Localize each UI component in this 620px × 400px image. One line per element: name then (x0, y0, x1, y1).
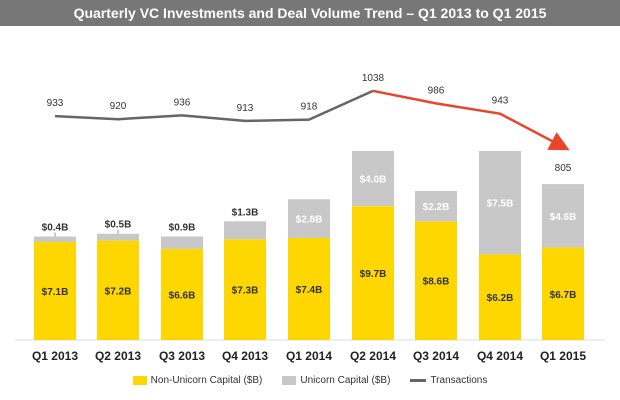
bar-label-unicorn-4: $2.8B (296, 215, 323, 226)
category-label-0: Q1 2013 (32, 349, 78, 363)
bar-unicorn-3 (224, 221, 266, 240)
bar-non-unicorn-8 (542, 247, 584, 340)
bar-non-unicorn-1 (97, 240, 139, 340)
bar-unicorn-1 (97, 233, 139, 241)
legend-label-unicorn: Unicorn Capital ($B) (300, 374, 391, 386)
legend-swatch-non-unicorn (132, 375, 147, 385)
transactions-label-7: 943 (492, 96, 509, 107)
bar-unicorn-4 (288, 199, 330, 238)
legend-item-unicorn: Unicorn Capital ($B) (282, 375, 390, 386)
transactions-label-0: 933 (47, 98, 64, 109)
bar-label-non-unicorn-4: $7.4B (296, 285, 323, 296)
transactions-label-8: 805 (555, 163, 572, 174)
chart-legend: Non-Unicorn Capital ($B) Unicorn Capital… (0, 372, 620, 388)
bar-label-non-unicorn-1: $7.2B (105, 286, 132, 297)
bar-unicorn-6 (415, 190, 457, 222)
transactions-label-5: 1038 (362, 73, 385, 84)
category-label-7: Q4 2014 (477, 349, 523, 363)
category-label-5: Q2 2014 (350, 349, 396, 363)
bar-label-unicorn-5: $4.0B (360, 175, 387, 186)
bar-label-unicorn-1: $0.5B (105, 220, 132, 231)
bar-non-unicorn-4 (288, 237, 330, 340)
bar-label-non-unicorn-6: $8.6B (423, 277, 450, 288)
transactions-decline-line (372, 89, 570, 151)
category-label-6: Q3 2014 (413, 349, 459, 363)
transactions-label-6: 986 (428, 85, 445, 96)
bar-unicorn-8 (542, 184, 584, 248)
category-label-1: Q2 2013 (95, 349, 141, 363)
transactions-line (54, 89, 374, 123)
bar-label-non-unicorn-3: $7.3B (232, 286, 259, 297)
chart-title: Quarterly VC Investments and Deal Volume… (0, 0, 620, 26)
bar-label-unicorn-8: $4.6B (550, 212, 577, 223)
bar-unicorn-0 (34, 236, 76, 243)
legend-item-transactions: Transactions (410, 375, 487, 386)
bar-non-unicorn-0 (34, 242, 76, 340)
bar-label-non-unicorn-0: $7.1B (42, 287, 69, 298)
bar-non-unicorn-7 (479, 254, 521, 340)
bar-label-unicorn-6: $2.2B (423, 202, 450, 213)
bar-non-unicorn-2 (161, 248, 203, 340)
bar-label-unicorn-7: $7.5B (487, 199, 514, 210)
bar-unicorn-7 (479, 150, 521, 255)
bar-non-unicorn-6 (415, 221, 457, 340)
bar-non-unicorn-3 (224, 239, 266, 340)
bar-label-non-unicorn-2: $6.6B (169, 290, 196, 301)
bar-label-non-unicorn-5: $9.7B (360, 269, 387, 280)
bar-label-unicorn-3: $1.3B (232, 207, 259, 218)
legend-label-non-unicorn: Non-Unicorn Capital ($B) (150, 374, 263, 386)
category-label-2: Q3 2013 (159, 349, 205, 363)
category-label-8: Q1 2015 (540, 349, 586, 363)
legend-swatch-transactions (410, 378, 427, 382)
transactions-label-3: 913 (237, 103, 254, 114)
transactions-label-4: 918 (301, 102, 318, 113)
legend-item-non-unicorn: Non-Unicorn Capital ($B) (132, 374, 263, 386)
bar-unicorn-2 (161, 236, 203, 249)
category-label-4: Q1 2014 (286, 349, 332, 363)
legend-swatch-unicorn (282, 375, 297, 385)
bar-label-non-unicorn-7: $6.2B (487, 293, 514, 304)
bar-label-non-unicorn-8: $6.7B (550, 290, 577, 301)
legend-label-transactions: Transactions (430, 374, 488, 386)
bar-non-unicorn-5 (352, 206, 394, 340)
category-label-3: Q4 2013 (222, 349, 268, 363)
transactions-label-1: 920 (110, 101, 127, 112)
bar-label-unicorn-2: $0.9B (169, 223, 196, 234)
bar-label-unicorn-0: $0.4B (42, 223, 69, 234)
bar-unicorn-5 (352, 150, 394, 207)
chart-plot: $7.1B $0.4B Q1 2013 $7.2B $0.5B Q2 2013 $6.6B $… (15, 73, 605, 363)
transactions-label-2: 936 (174, 97, 191, 108)
